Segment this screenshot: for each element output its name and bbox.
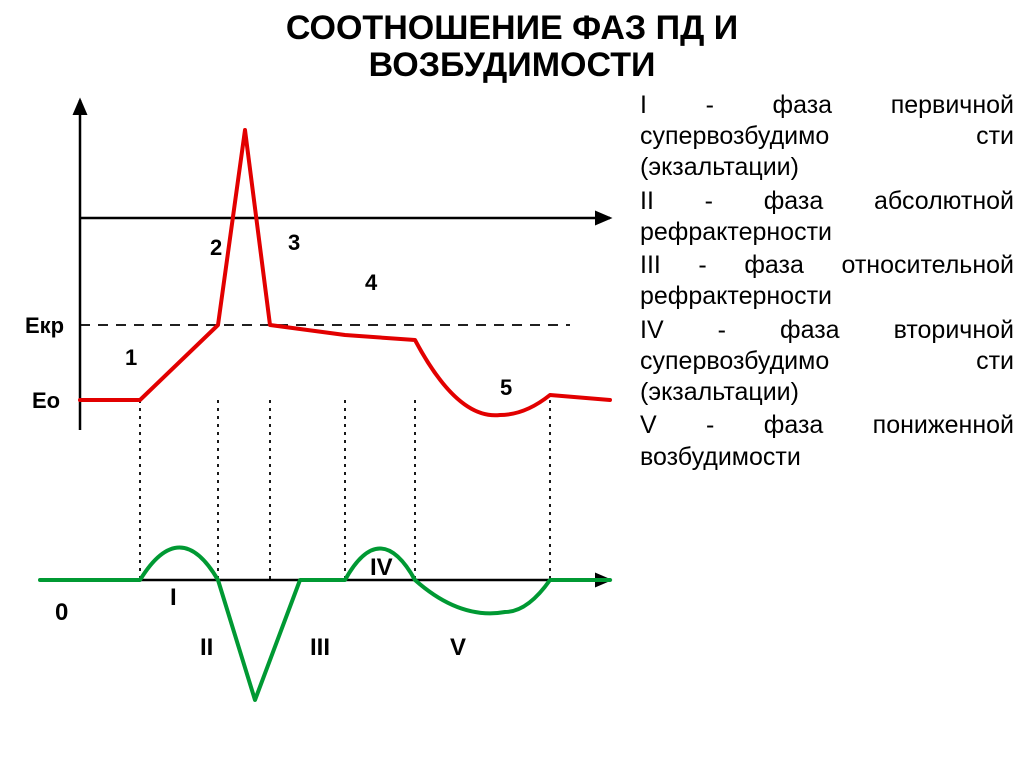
svg-text:5: 5 [500,375,512,400]
svg-text:II: II [200,634,213,661]
svg-text:1: 1 [125,345,137,370]
legend-item-2: II - фаза абсолютной рефрактерности [640,186,1014,249]
svg-text:0: 0 [55,599,68,626]
legend-item-5: V - фаза пониженной возбудимости [640,410,1014,473]
legend-item-1: I - фаза первичной супервозбудимо сти (э… [640,90,1014,184]
legend-item-3: III - фаза относительной рефрактерности [640,250,1014,313]
svg-text:3: 3 [288,230,300,255]
svg-text:III: III [310,634,330,661]
legend-item-4: IV - фаза вторичной супервозбудимо сти (… [640,315,1014,409]
svg-text:4: 4 [365,270,378,295]
chart: ЕкрЕо012345IIIIIIIVV [10,90,630,740]
legend: I - фаза первичной супервозбудимо сти (э… [630,90,1014,740]
svg-text:2: 2 [210,235,222,260]
svg-text:Екр: Екр [25,313,64,338]
svg-text:IV: IV [370,554,393,581]
svg-text:V: V [450,634,466,661]
svg-text:Ео: Ео [32,388,60,413]
svg-text:I: I [170,584,177,611]
title-line2: ВОЗБУДИМОСТИ [369,46,656,84]
title-line1: СООТНОШЕНИЕ ФАЗ ПД И [286,9,738,47]
